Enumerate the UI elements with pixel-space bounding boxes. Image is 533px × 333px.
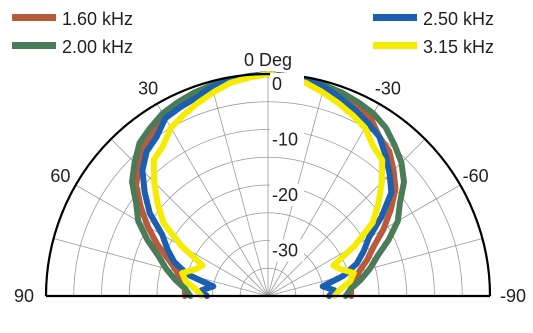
grid-spoke bbox=[210, 81, 269, 297]
grid-spoke bbox=[75, 184, 269, 297]
axis-labels: 0 Deg 90 60 30 -30 -60 -90 0 -10 -20 -30 bbox=[14, 50, 526, 306]
grid-spoke bbox=[53, 238, 269, 297]
angle-tick-label: 30 bbox=[138, 78, 158, 98]
polar-grid bbox=[53, 74, 483, 297]
radial-label-bg bbox=[270, 184, 304, 206]
angle-axis-title: 0 Deg bbox=[244, 50, 292, 70]
radial-tick-label: -10 bbox=[272, 130, 298, 150]
legend-label: 3.15 kHz bbox=[423, 37, 494, 57]
angle-tick-label: -90 bbox=[500, 286, 526, 306]
grid-spoke bbox=[267, 238, 483, 297]
legend-swatch bbox=[12, 14, 56, 21]
outer-arc bbox=[44, 72, 492, 297]
radial-label-bg bbox=[270, 128, 304, 151]
radial-label-bg bbox=[270, 239, 304, 262]
angle-tick-label: -60 bbox=[463, 166, 489, 186]
angle-tick-label: 90 bbox=[14, 286, 34, 306]
radial-tick-label: -30 bbox=[272, 241, 298, 261]
legend-swatch bbox=[373, 14, 417, 21]
legend-swatch bbox=[12, 42, 56, 49]
legend-item: 1.60 kHz bbox=[12, 9, 133, 29]
angle-tick-label: -30 bbox=[375, 78, 401, 98]
legend-item: 3.15 kHz bbox=[373, 37, 494, 57]
angle-tick-label: 60 bbox=[50, 166, 70, 186]
polar-frame bbox=[44, 72, 492, 298]
legend-item: 2.50 kHz bbox=[373, 9, 494, 29]
legend-label: 1.60 kHz bbox=[62, 9, 133, 29]
radial-label-bg bbox=[270, 73, 304, 95]
grid-spoke bbox=[267, 184, 461, 297]
legend: 1.60 kHz 2.00 kHz 2.50 kHz 3.15 kHz bbox=[12, 9, 494, 57]
grid-spoke bbox=[156, 103, 269, 297]
legend-swatch bbox=[373, 42, 417, 49]
radial-tick-label: 0 bbox=[272, 74, 282, 94]
legend-label: 2.50 kHz bbox=[423, 9, 494, 29]
radial-tick-label: -20 bbox=[272, 185, 298, 205]
legend-item: 2.00 kHz bbox=[12, 37, 133, 57]
grid-spoke bbox=[267, 103, 380, 297]
legend-label: 2.00 kHz bbox=[62, 37, 133, 57]
